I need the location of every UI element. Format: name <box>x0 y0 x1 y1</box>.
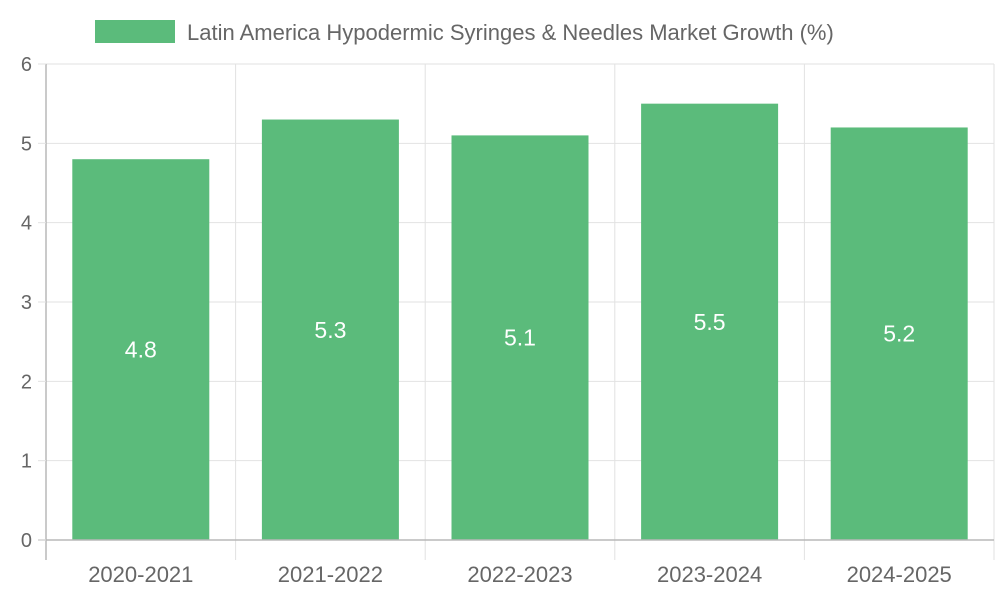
data-label: 4.8 <box>125 337 157 363</box>
x-tick-label: 2021-2022 <box>278 562 383 587</box>
x-tick-label: 2024-2025 <box>847 562 952 587</box>
y-tick-label: 1 <box>21 451 32 473</box>
bars <box>72 103 968 541</box>
legend[interactable]: Latin America Hypodermic Syringes & Need… <box>95 20 834 45</box>
legend-swatch <box>95 20 175 43</box>
bar-2020-2021[interactable] <box>72 159 210 540</box>
data-label: 5.3 <box>314 317 346 343</box>
y-tick-label: 4 <box>21 213 32 235</box>
data-labels: 4.8 5.3 5.1 5.5 5.2 <box>125 309 915 363</box>
axes <box>38 64 994 560</box>
bar-2024-2025[interactable] <box>830 127 968 540</box>
y-tick-label: 0 <box>21 530 32 552</box>
y-tick-label: 3 <box>21 292 32 314</box>
x-tick-label: 2023-2024 <box>657 562 762 587</box>
x-tick-label: 2022-2023 <box>467 562 572 587</box>
x-tick-label: 2020-2021 <box>88 562 193 587</box>
legend-label: Latin America Hypodermic Syringes & Need… <box>187 20 834 45</box>
bar-2021-2022[interactable] <box>261 119 399 541</box>
data-label: 5.1 <box>504 325 536 351</box>
x-axis-ticks: 2020-2021 2021-2022 2022-2023 2023-2024 2024… <box>88 562 952 587</box>
y-tick-label: 5 <box>21 133 32 155</box>
y-tick-label: 6 <box>21 54 32 76</box>
y-axis-ticks: 0 1 2 3 4 5 6 <box>21 54 46 552</box>
bar-2022-2023[interactable] <box>451 135 589 540</box>
data-label: 5.5 <box>694 309 726 335</box>
data-label: 5.2 <box>883 321 915 347</box>
y-tick-label: 2 <box>21 371 32 393</box>
bar-2023-2024[interactable] <box>641 103 779 541</box>
